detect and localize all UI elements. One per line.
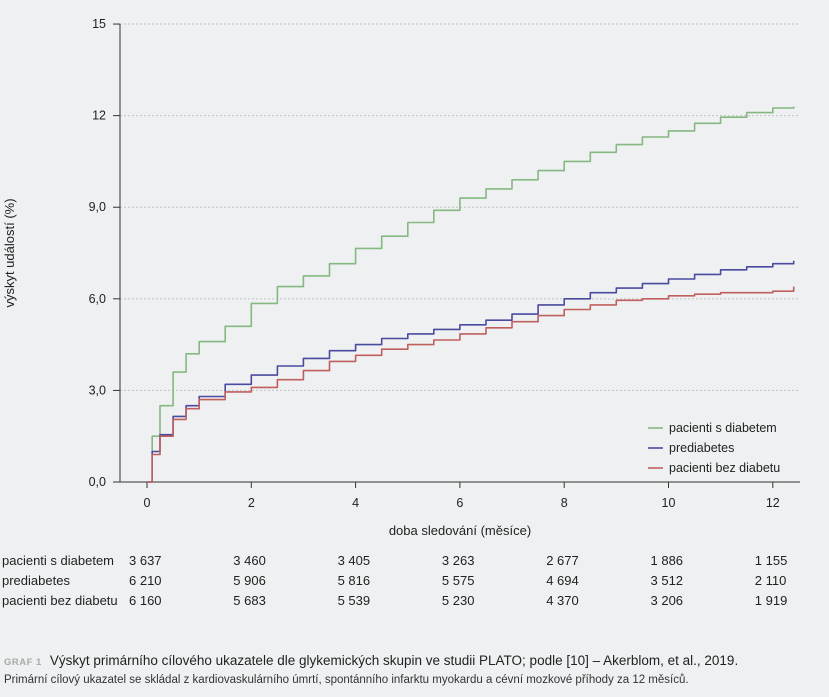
x-tick-label: 2 [248, 496, 255, 510]
risk-cell: 1 155 [754, 553, 788, 568]
x-tick-label: 0 [144, 496, 151, 510]
risk-table-row: prediabetes 6 210 5 906 5 816 5 575 4 694 3 51… [0, 571, 829, 591]
y-axis-ticks: 0,0 3,0 6,0 9,0 12 15 [89, 17, 120, 489]
x-tick-label: 10 [662, 496, 676, 510]
risk-row-label: pacienti bez diabetu [2, 593, 118, 608]
x-axis-title: doba sledování (měsíce) [389, 523, 531, 538]
risk-cell: 5 575 [441, 573, 475, 588]
figure-caption: GRAF 1 Výskyt primárního cílového ukazate… [4, 653, 826, 686]
y-tick-label: 6,0 [89, 292, 106, 306]
risk-cell: 3 263 [441, 553, 475, 568]
risk-cell: 3 512 [650, 573, 684, 588]
x-tick-label: 6 [456, 496, 463, 510]
numbers-at-risk-table: pacienti s diabetem 3 637 3 460 3 405 3 263 2… [0, 551, 829, 611]
data-series [147, 106, 795, 483]
y-tick-label: 9,0 [89, 200, 106, 214]
risk-cell: 4 694 [546, 573, 579, 588]
caption-note: Primární cílový ukazatel se skládal z ka… [4, 674, 689, 686]
kaplan-meier-chart: 0,0 3,0 6,0 9,0 12 15 0 2 4 6 8 10 12 doba sledován… [2, 17, 800, 538]
risk-cell: 5 539 [337, 593, 371, 608]
risk-cell: 3 460 [233, 553, 266, 568]
risk-cell: 5 816 [337, 573, 371, 588]
x-tick-label: 12 [766, 496, 780, 510]
legend-label: pacienti s diabetem [669, 421, 777, 435]
x-axis-ticks: 0 2 4 6 8 10 12 [144, 482, 780, 510]
risk-cell: 3 405 [337, 553, 371, 568]
caption-tag: GRAF 1 [4, 657, 42, 668]
series-line [147, 286, 795, 483]
y-axis-title: výskyt událostí (%) [2, 198, 17, 307]
x-tick-label: 4 [352, 496, 359, 510]
risk-cell: 5 683 [233, 593, 266, 608]
legend-label: prediabetes [669, 441, 734, 455]
risk-cell: 5 906 [233, 573, 266, 588]
y-tick-label: 15 [92, 17, 106, 31]
y-tick-label: 12 [92, 109, 106, 123]
y-tick-label: 3,0 [89, 383, 106, 397]
risk-table-row: pacienti s diabetem 3 637 3 460 3 405 3 263 2… [0, 551, 829, 571]
risk-cell: 2 677 [546, 553, 579, 568]
axes [119, 24, 800, 483]
y-tick-label: 0,0 [89, 475, 106, 489]
risk-cell: 3 206 [650, 593, 684, 608]
legend-label: pacienti bez diabetu [669, 461, 780, 475]
risk-cell: 1 886 [650, 553, 684, 568]
risk-cell: 4 370 [546, 593, 579, 608]
x-tick-label: 8 [561, 496, 568, 510]
caption-title-line: GRAF 1 Výskyt primárního cílového ukazate… [4, 653, 826, 668]
caption-title: Výskyt primárního cílového ukazatele dle… [49, 653, 739, 668]
risk-cell: 1 919 [754, 593, 788, 608]
risk-cell: 5 230 [441, 593, 475, 608]
risk-row-label: prediabetes [2, 573, 70, 588]
legend: pacienti s diabetem prediabetes pacienti b… [648, 421, 780, 475]
risk-row-label: pacienti s diabetem [2, 553, 115, 568]
risk-cell: 6 210 [129, 573, 162, 588]
risk-cell: 6 160 [129, 593, 162, 608]
risk-table-row: pacienti bez diabetu 6 160 5 683 5 539 5 230… [0, 591, 829, 611]
risk-cell: 3 637 [129, 553, 162, 568]
series-line [147, 106, 795, 483]
risk-cell: 2 110 [754, 573, 787, 588]
